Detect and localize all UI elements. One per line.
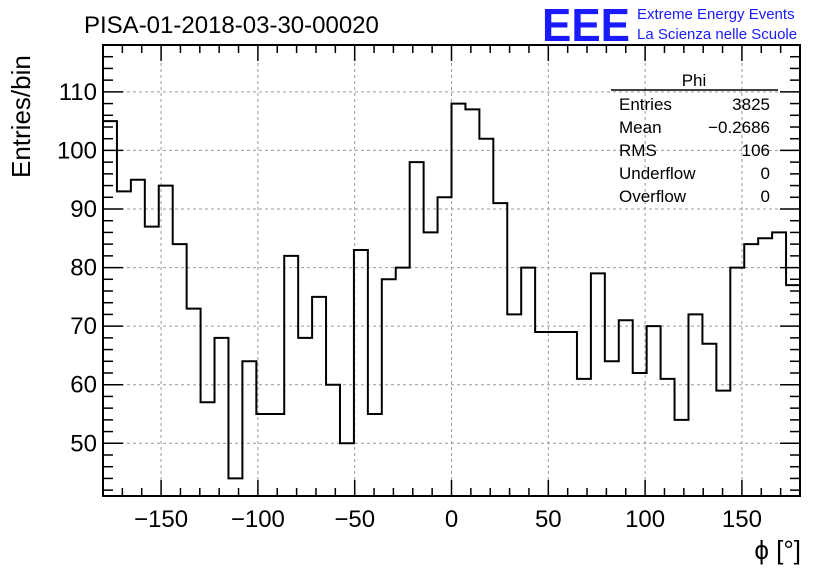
eee-logo: EEE	[542, 0, 630, 51]
stats-entries-label: Entries	[619, 95, 672, 114]
stats-box: Phi Entries 3825 Mean −0.2686 RMS 106 Un…	[611, 71, 778, 206]
stats-entries-value: 3825	[732, 95, 770, 114]
y-tick-label: 90	[70, 196, 97, 223]
y-tick-label: 60	[70, 372, 97, 399]
logo-line-1: Extreme Energy Events	[637, 6, 795, 23]
x-tick-label: 100	[625, 506, 665, 533]
x-axis-label: ϕ [°]	[754, 535, 801, 565]
stats-underflow-value: 0	[761, 164, 770, 183]
y-tick-label: 80	[70, 255, 97, 282]
stats-rms-value: 106	[742, 141, 770, 160]
y-axis-label: Entries/bin	[6, 55, 36, 178]
stats-overflow-label: Overflow	[619, 187, 687, 206]
stats-rms-label: RMS	[619, 141, 657, 160]
ticks-layer	[102, 44, 801, 496]
x-tick-label: −50	[334, 506, 375, 533]
x-tick-label: 0	[445, 506, 458, 533]
chart-title: PISA-01-2018-03-30-00020	[84, 12, 379, 39]
x-tick-label: 50	[535, 506, 562, 533]
x-tick-label: −150	[134, 506, 188, 533]
y-tick-label: 110	[59, 79, 97, 106]
y-tick-label: 100	[57, 137, 97, 164]
x-tick-label: 150	[722, 506, 762, 533]
x-tick-label: −100	[231, 506, 285, 533]
stats-title: Phi	[682, 71, 707, 90]
stats-underflow-label: Underflow	[619, 164, 696, 183]
plot-frame	[102, 44, 801, 497]
y-tick-label: 50	[70, 430, 97, 457]
histogram-outline	[103, 68, 801, 480]
stats-mean-label: Mean	[619, 118, 662, 137]
y-tick-label: 70	[70, 313, 97, 340]
logo-line-2: La Scienza nelle Scuole	[637, 26, 797, 43]
stats-mean-value: −0.2686	[708, 118, 770, 137]
tick-labels: −150 −100 −50 0 50 100 150 50 60 70 80 90 100 110	[57, 79, 762, 533]
stats-overflow-value: 0	[761, 187, 770, 206]
